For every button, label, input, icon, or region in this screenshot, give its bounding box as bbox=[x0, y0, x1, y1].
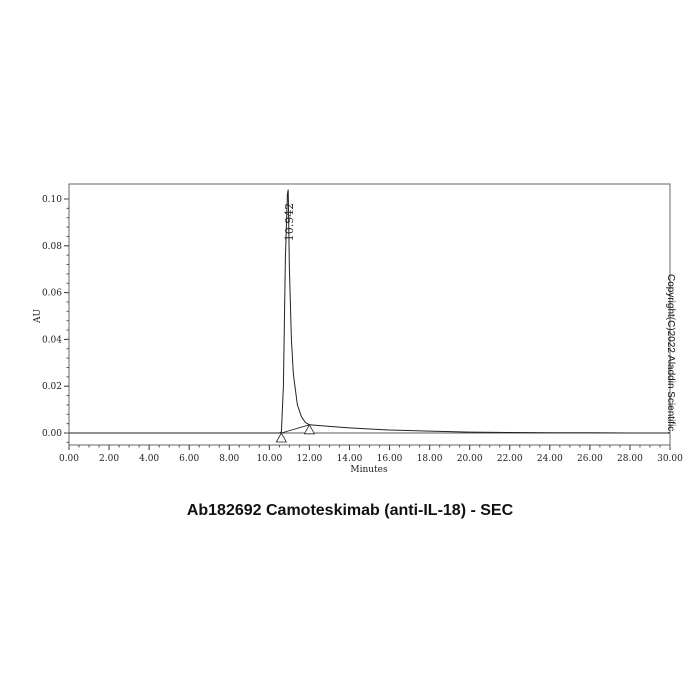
integration-baseline bbox=[281, 424, 310, 434]
x-tick-label: 2.00 bbox=[99, 454, 119, 464]
x-tick-label: 24.00 bbox=[537, 454, 563, 464]
x-tick-label: 12.00 bbox=[297, 454, 323, 464]
x-tick-label: 0.00 bbox=[59, 454, 79, 464]
x-tick-label: 30.00 bbox=[657, 454, 683, 464]
y-tick-label: 0.10 bbox=[42, 195, 62, 205]
x-tick-label: 20.00 bbox=[457, 454, 483, 464]
x-tick-label: 10.00 bbox=[256, 454, 282, 464]
x-axis-label: Minutes bbox=[350, 465, 388, 475]
y-tick-label: 0.02 bbox=[42, 382, 62, 392]
x-tick-label: 26.00 bbox=[577, 454, 603, 464]
x-tick-label: 6.00 bbox=[179, 454, 199, 464]
y-tick-label: 0.00 bbox=[42, 429, 62, 439]
x-tick-label: 28.00 bbox=[617, 454, 643, 464]
x-tick-label: 16.00 bbox=[377, 454, 403, 464]
chart-title: Ab182692 Camoteskimab (anti-IL-18) - SEC bbox=[186, 502, 514, 519]
x-tick-label: 18.00 bbox=[417, 454, 443, 464]
x-tick-label: 14.00 bbox=[337, 454, 363, 464]
peak-label: 10.942 bbox=[283, 203, 296, 242]
y-tick-label: 0.04 bbox=[42, 335, 62, 345]
y-tick-label: 0.08 bbox=[42, 242, 62, 252]
x-tick-label: 8.00 bbox=[219, 454, 239, 464]
integration-marker bbox=[303, 423, 316, 435]
y-tick-label: 0.06 bbox=[42, 289, 62, 299]
y-axis-label: AU bbox=[33, 309, 43, 324]
series-line bbox=[69, 189, 670, 434]
plot-frame bbox=[68, 183, 671, 446]
integration-marker bbox=[275, 432, 288, 443]
copyright-watermark: Copyright(C)2022 Aladdin Scientific. bbox=[665, 274, 676, 435]
x-tick-label: 4.00 bbox=[139, 454, 159, 464]
x-tick-label: 22.00 bbox=[497, 454, 523, 464]
